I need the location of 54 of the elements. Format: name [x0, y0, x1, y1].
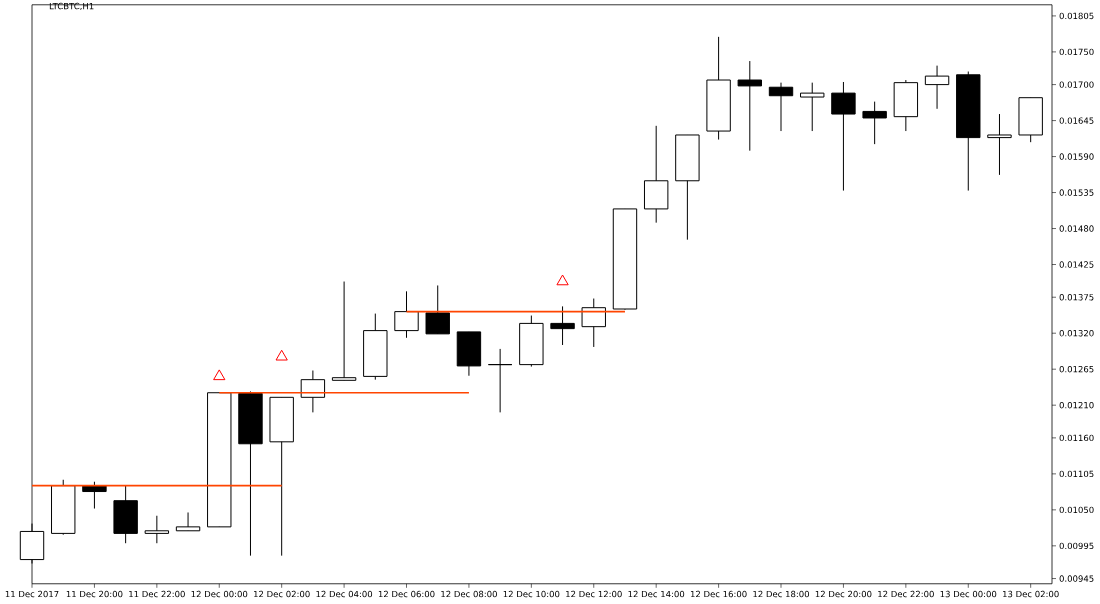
x-tick-label: 12 Dec 04:00 [316, 590, 373, 598]
x-tick-label: 12 Dec 08:00 [441, 590, 497, 598]
candlestick [331, 281, 357, 381]
x-tick-label: 12 Dec 22:00 [878, 590, 934, 598]
candlestick [581, 298, 606, 348]
x-tick-label: 12 Dec 02:00 [254, 590, 310, 598]
x-tick-label: 12 Dec 06:00 [378, 590, 435, 598]
point [556, 274, 569, 286]
point [213, 369, 226, 381]
x-tick-label: 12 Dec 20:00 [815, 590, 872, 598]
y-tick-label: 0.01805 [1059, 12, 1094, 20]
candlestick [175, 512, 201, 532]
y-tick-label: 0.01700 [1059, 81, 1094, 88]
x-tick-label: 13 Dec 00:00 [940, 590, 997, 598]
y-tick-label: 0.01210 [1059, 402, 1094, 409]
y-tick-label: 0.01425 [1059, 261, 1094, 268]
y-tick-label: 0.01535 [1059, 189, 1094, 196]
candlestick [987, 113, 1012, 176]
y-tick-label: 0.01590 [1059, 153, 1094, 160]
candlestick [487, 348, 513, 413]
candlestick [800, 82, 825, 132]
y-tick-label: 0.01105 [1059, 470, 1094, 478]
x-tick-label: 12 Dec 00:00 [191, 590, 248, 598]
x-tick-label: 11 Dec 2017 [5, 590, 59, 598]
y-tick-label: 0.00995 [1059, 542, 1094, 550]
x-tick-label: 12 Dec 16:00 [690, 590, 747, 598]
y-tick-label: 0.01750 [1059, 48, 1094, 56]
candlestick [394, 290, 419, 339]
x-tick-label: 12 Dec 14:00 [628, 590, 685, 598]
candlestick [831, 81, 856, 192]
y-tick-label: 0.01160 [1059, 434, 1094, 442]
candlestick [768, 82, 794, 132]
candlestick [144, 515, 170, 544]
x-tick-label: 13 Dec 02:00 [1003, 590, 1059, 598]
y-tick-label: 0.00945 [1059, 575, 1094, 582]
y-tick-label: 0.01645 [1059, 117, 1094, 124]
chart-title: LTCBTC,H1 [49, 2, 94, 11]
y-tick-label: 0.01050 [1059, 506, 1094, 514]
y-tick-label: 0.01480 [1059, 225, 1094, 232]
y-tick-label: 0.01320 [1059, 330, 1094, 337]
candlestick [550, 306, 575, 346]
candlestick [737, 60, 763, 152]
y-tick-label: 0.01265 [1059, 366, 1094, 373]
point [275, 349, 288, 361]
x-tick-label: 12 Dec 10:00 [503, 590, 560, 598]
x-tick-label: 11 Dec 20:00 [66, 590, 123, 598]
candlestick [924, 65, 950, 110]
candlestick [425, 285, 450, 335]
candlestick [82, 481, 107, 510]
y-tick-label: 0.01375 [1059, 294, 1094, 301]
x-tick-label: 12 Dec 18:00 [753, 590, 810, 598]
x-tick-label: 12 Dec 12:00 [566, 590, 622, 598]
x-tick-label: 11 Dec 22:00 [129, 590, 185, 598]
candlestick [862, 101, 887, 145]
